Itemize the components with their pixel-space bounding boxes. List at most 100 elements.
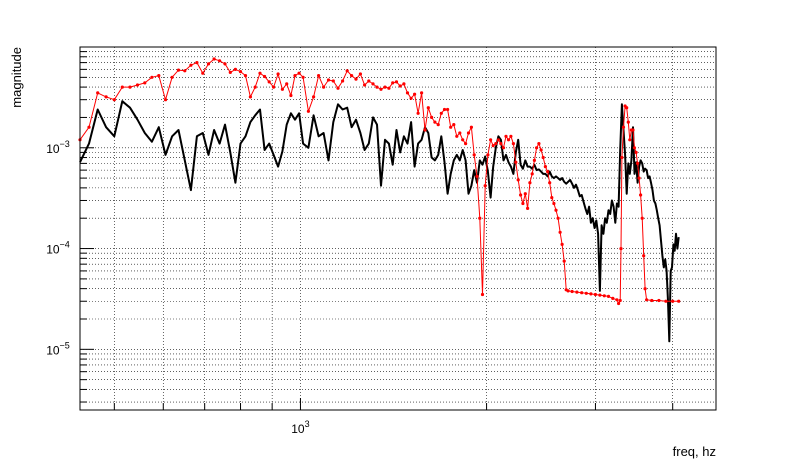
series-1-point-54: [375, 85, 379, 89]
series-1-point-126: [580, 291, 584, 295]
series-1-point-147: [634, 150, 638, 154]
series-1-point-145: [631, 128, 635, 132]
y-tick-label-exp: −3: [60, 139, 70, 149]
series-1-point-17: [201, 71, 205, 75]
series-1-point-84: [475, 174, 479, 178]
tick-marks: [80, 51, 674, 410]
series-1-point-9: [150, 75, 154, 79]
series-1-point-156: [657, 298, 661, 303]
series-1-point-11: [163, 98, 168, 102]
series-line-1: [79, 58, 679, 304]
series-1-point-27: [253, 85, 257, 89]
series-1-point-14: [183, 69, 187, 73]
series-1-point-10: [157, 74, 161, 78]
series-1-point-37: [297, 71, 301, 75]
series-1-point-81: [466, 131, 471, 135]
series-1-point-107: [532, 158, 537, 162]
series-1-point-111: [541, 155, 545, 160]
series-1-point-135: [617, 301, 621, 306]
series-1-point-127: [584, 291, 588, 295]
x-tick-label-0: 103: [291, 419, 309, 436]
series-1-point-154: [645, 298, 649, 302]
series-1-point-68: [426, 106, 430, 110]
series-1-point-120: [560, 242, 564, 246]
series-1-point-146: [632, 146, 637, 150]
series-1-point-137: [619, 247, 623, 251]
series-1-point-23: [233, 67, 237, 71]
series-1-point-30: [267, 80, 271, 84]
series-1-point-42: [322, 85, 326, 89]
series-1-point-99: [514, 160, 518, 164]
series-1-point-33: [280, 87, 284, 91]
x-tick-labels: 103: [291, 419, 309, 436]
series-1-point-71: [436, 123, 440, 127]
series-1-point-82: [469, 125, 473, 129]
series-1-point-53: [371, 82, 375, 86]
series-1-point-13: [176, 68, 181, 72]
series-1-point-118: [556, 216, 560, 220]
series-1-point-49: [354, 77, 358, 81]
x-tick-label-exp: 3: [305, 419, 310, 429]
series-1-point-69: [430, 115, 434, 119]
series-1-point-121: [562, 259, 566, 263]
series-1-point-73: [442, 107, 447, 112]
series-1-point-149: [637, 176, 641, 180]
series-1-point-112: [543, 165, 548, 169]
series-1-point-7: [135, 83, 140, 87]
series-1-point-46: [341, 79, 345, 83]
series-1-point-141: [625, 106, 629, 110]
y-tick-label-exp: −5: [60, 340, 70, 350]
series-1-point-72: [439, 111, 443, 115]
series-1-point-43: [326, 78, 331, 82]
series-1-point-101: [519, 193, 523, 197]
series-1-point-148: [636, 161, 640, 165]
y-tick-label-base: 10: [46, 243, 60, 257]
series-1-point-58: [391, 81, 395, 85]
series-layer: [78, 57, 681, 343]
y-tick-label-2: 10−3: [46, 139, 70, 156]
series-1-point-89: [489, 138, 493, 142]
series-1-point-24: [238, 70, 243, 74]
series-1-point-97: [509, 134, 513, 138]
plot-frame: [79, 46, 717, 411]
series-1-point-83: [472, 153, 476, 157]
series-1-point-78: [458, 131, 462, 135]
series-1-point-142: [626, 120, 630, 124]
series-1-point-105: [528, 181, 532, 185]
y-tick-label-1: 10−4: [46, 240, 70, 257]
series-1-point-128: [589, 292, 593, 296]
series-1-point-150: [639, 193, 643, 197]
y-tick-label-base: 10: [46, 142, 60, 156]
grid: [80, 47, 716, 410]
series-1-point-21: [223, 62, 227, 66]
series-1-point-39: [306, 109, 310, 113]
series-1-point-67: [423, 128, 427, 132]
series-1-point-125: [575, 290, 579, 294]
series-1-point-3: [104, 95, 108, 99]
series-1-point-91: [494, 142, 498, 146]
series-1-point-88: [486, 153, 490, 157]
y-tick-label-0: 10−5: [46, 340, 70, 357]
series-1-point-115: [550, 196, 554, 200]
series-1-point-109: [537, 142, 541, 146]
series-1-point-138: [620, 155, 624, 160]
series-1-point-92: [496, 138, 500, 142]
series-1-point-90: [491, 144, 495, 148]
y-tick-label-exp: −4: [60, 240, 70, 250]
series-1-point-108: [535, 146, 539, 150]
series-1-point-158: [671, 299, 675, 303]
series-1-point-50: [358, 72, 362, 76]
series-1-point-134: [615, 298, 619, 302]
series-1-point-5: [120, 85, 124, 89]
series-1-point-65: [416, 111, 420, 115]
series-1-point-157: [664, 299, 668, 303]
series-1-point-152: [642, 254, 646, 258]
series-1-point-51: [363, 83, 367, 87]
series-1-point-86: [480, 292, 485, 297]
series-1-point-159: [677, 299, 681, 303]
series-1-point-102: [521, 201, 525, 206]
series-1-point-96: [506, 138, 511, 142]
series-1-point-18: [206, 62, 211, 66]
series-1-point-20: [218, 59, 222, 63]
series-line-0: [79, 100, 680, 343]
